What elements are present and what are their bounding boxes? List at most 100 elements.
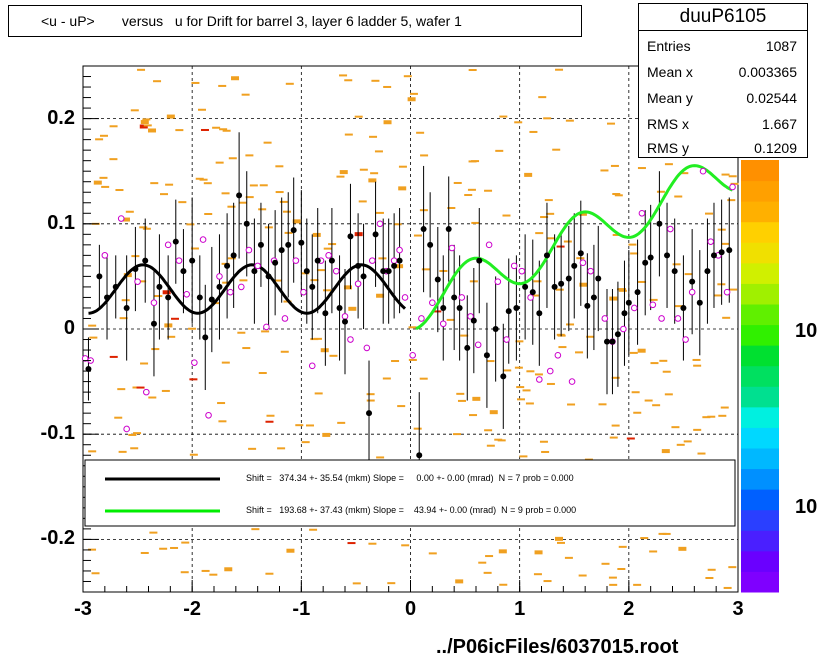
legend-box [84, 459, 736, 527]
data-point [513, 304, 520, 311]
background-bin [565, 119, 574, 122]
background-bin [282, 210, 291, 213]
data-point [565, 275, 572, 282]
background-bin [354, 232, 363, 237]
background-bin [555, 536, 564, 541]
background-bin [133, 432, 142, 435]
data-point [529, 289, 536, 296]
background-bin [277, 447, 286, 450]
background-bin [683, 440, 692, 443]
background-bin [416, 131, 425, 134]
x-tick-label: -1 [292, 598, 311, 620]
background-bin [148, 396, 157, 399]
background-bin [382, 377, 391, 380]
background-bin [617, 568, 626, 571]
background-bin [586, 335, 595, 338]
background-bin [614, 194, 623, 197]
open-point [494, 278, 502, 285]
open-point [409, 352, 416, 359]
background-bin [339, 74, 348, 77]
background-bin [544, 199, 553, 202]
color-palette [741, 160, 779, 593]
background-bin [224, 567, 233, 572]
data-point [303, 268, 310, 275]
open-point [503, 336, 510, 343]
open-point [723, 288, 731, 296]
background-bin [649, 298, 658, 301]
background-bin [499, 583, 508, 586]
background-bin [89, 336, 98, 339]
background-bin [109, 158, 118, 161]
data-point [96, 273, 103, 280]
data-point [372, 231, 379, 238]
open-point [164, 241, 172, 249]
palette-band [741, 550, 779, 572]
background-bin [114, 416, 123, 419]
background-bin [329, 354, 338, 357]
background-bin [275, 191, 284, 194]
background-bin [128, 433, 137, 436]
data-point [355, 262, 362, 269]
background-bin [567, 403, 576, 406]
background-bin [180, 571, 189, 574]
data-point [385, 268, 392, 275]
background-bin [403, 75, 412, 78]
stats-value: 1.667 [761, 116, 797, 132]
background-bin [222, 281, 231, 284]
background-bin [556, 245, 565, 248]
background-bin [359, 168, 368, 171]
open-point [707, 238, 715, 245]
background-bin [320, 348, 329, 353]
background-bin [265, 420, 274, 423]
background-bin [618, 289, 627, 292]
data-point [634, 289, 641, 296]
y-tick-label: -0.2 [40, 527, 75, 550]
background-bin [546, 382, 555, 385]
background-bin [517, 398, 526, 401]
stats-row: Entries 1087 [647, 38, 797, 58]
background-bin [608, 576, 617, 579]
stats-key: Mean y [647, 90, 693, 106]
background-bin [91, 572, 100, 575]
background-bin [484, 429, 493, 432]
palette-band [741, 489, 779, 511]
background-bin [555, 68, 564, 71]
fit-curves [88, 164, 734, 331]
palette-band [741, 262, 779, 284]
data-point [577, 250, 584, 257]
background-bin [503, 369, 512, 372]
background-bin [514, 366, 523, 369]
background-bin [167, 335, 176, 338]
background-bin [151, 348, 160, 351]
data-point [366, 410, 373, 417]
stats-row: Mean y 0.02544 [647, 90, 797, 110]
palette-band [741, 509, 779, 531]
background-bin [275, 165, 284, 168]
background-bin [188, 327, 197, 330]
background-bin [191, 81, 200, 84]
open-point [418, 315, 425, 322]
background-bin [455, 579, 464, 584]
background-bin [337, 421, 346, 424]
background-bin [93, 180, 102, 185]
palette-band [741, 180, 779, 202]
data-point [445, 226, 452, 233]
open-point [458, 294, 466, 301]
background-bin [633, 583, 642, 586]
background-bin [258, 208, 267, 211]
palette-band [741, 304, 779, 326]
background-bin [633, 411, 642, 414]
background-bin [659, 359, 668, 362]
background-bin [387, 582, 396, 585]
data-point [196, 294, 203, 301]
background-bin [136, 386, 145, 389]
background-bin [178, 201, 187, 204]
background-bin [248, 447, 257, 450]
background-bin [209, 573, 218, 576]
axes [82, 65, 739, 593]
background-bin [678, 546, 687, 551]
background-bin [259, 184, 268, 187]
background-bin [165, 183, 174, 186]
background-bin [486, 444, 495, 447]
background-bin [101, 185, 110, 188]
